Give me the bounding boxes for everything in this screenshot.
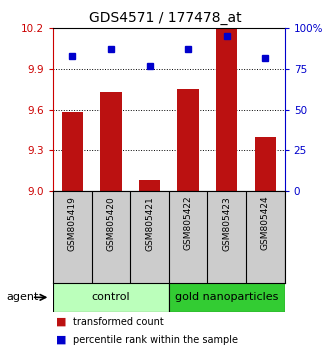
Text: GSM805421: GSM805421 <box>145 196 154 251</box>
Text: ■: ■ <box>56 317 67 327</box>
Text: GSM805424: GSM805424 <box>261 196 270 250</box>
Bar <box>139 180 160 191</box>
Bar <box>53 283 169 312</box>
Bar <box>100 92 121 191</box>
Text: agent: agent <box>7 292 39 302</box>
Bar <box>216 28 237 191</box>
Text: GDS4571 / 177478_at: GDS4571 / 177478_at <box>89 11 242 25</box>
Text: gold nanoparticles: gold nanoparticles <box>175 292 278 302</box>
Text: ■: ■ <box>56 335 67 345</box>
Text: GSM805420: GSM805420 <box>106 196 116 251</box>
Text: GSM805419: GSM805419 <box>68 196 77 251</box>
Text: GSM805423: GSM805423 <box>222 196 231 251</box>
Text: control: control <box>92 292 130 302</box>
Bar <box>177 89 199 191</box>
Bar <box>255 137 276 191</box>
Bar <box>169 283 285 312</box>
Bar <box>62 113 83 191</box>
Text: percentile rank within the sample: percentile rank within the sample <box>73 335 238 345</box>
Text: transformed count: transformed count <box>73 317 164 327</box>
Text: GSM805422: GSM805422 <box>184 196 193 250</box>
